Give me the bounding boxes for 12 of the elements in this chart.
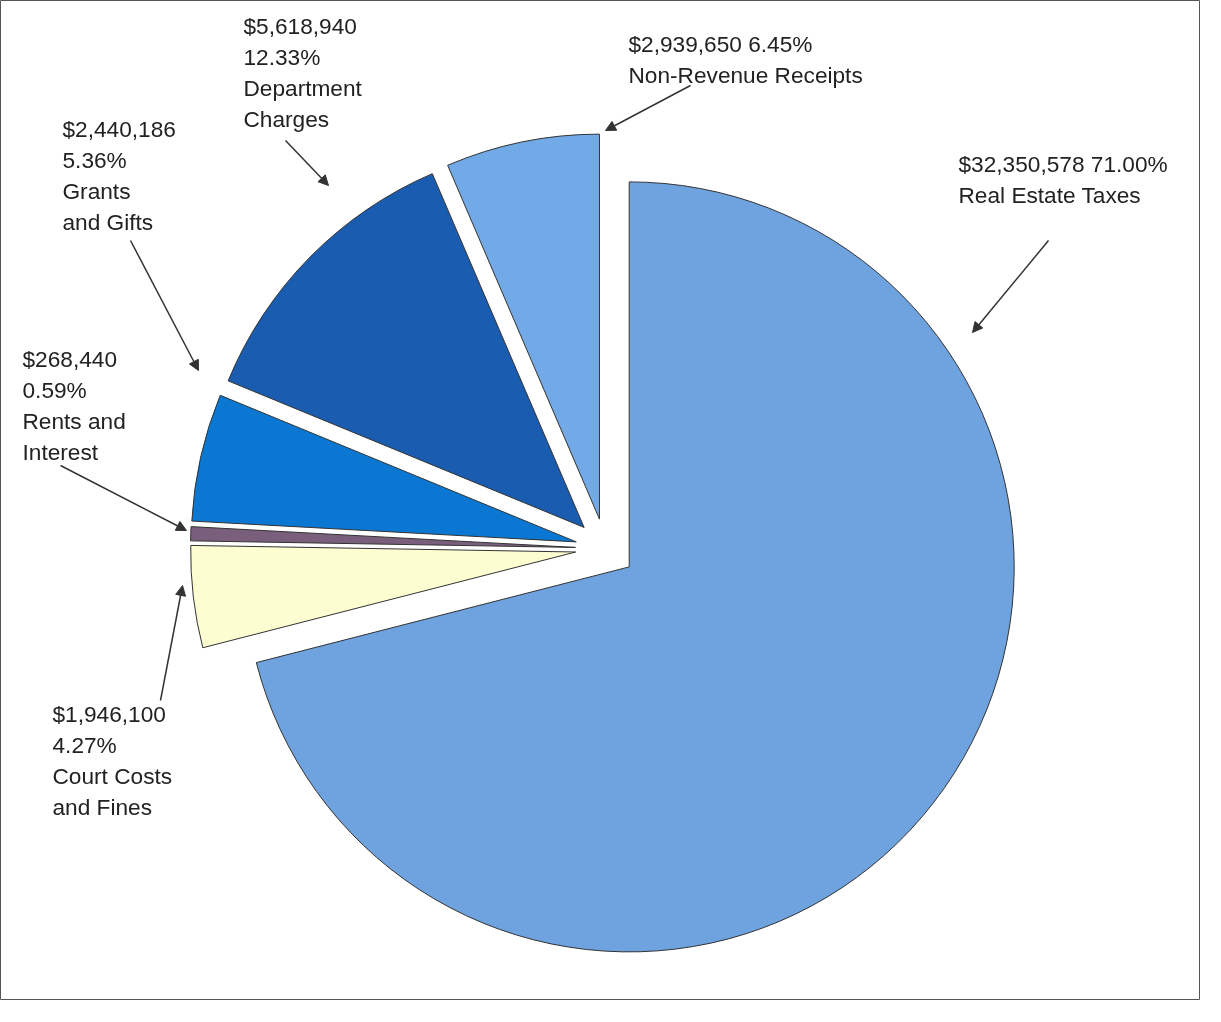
data-label: $32,350,578 71.00%	[958, 150, 1168, 177]
data-label: $5,618,940 12.33%	[243, 12, 357, 70]
data-label: $2,939,650 6.45%	[628, 30, 813, 57]
data-label: $1,946,100 4.27%	[52, 700, 166, 758]
slice-label: Non-Revenue Receipts	[628, 61, 863, 88]
slice-label: Real Estate Taxes	[958, 181, 1141, 208]
data-label: $2,440,186 5.36%	[62, 115, 176, 173]
slice-label: Grants and Gifts	[62, 177, 154, 236]
data-label: $268,440 0.59%	[22, 345, 117, 403]
slice-label: Department Charges	[243, 74, 363, 133]
slice-label: Rents and Interest	[22, 407, 126, 466]
slice-label: Court Costs and Fines	[52, 762, 173, 821]
